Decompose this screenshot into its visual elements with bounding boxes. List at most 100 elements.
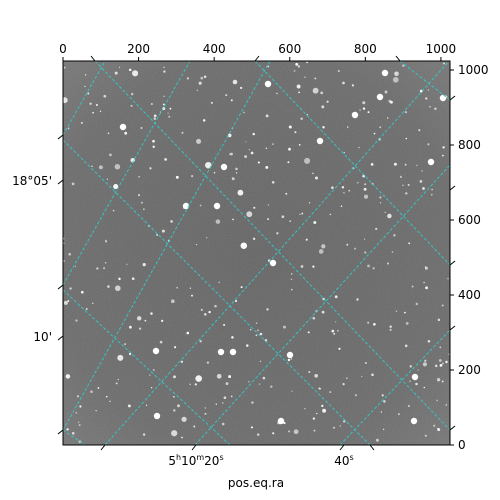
star	[375, 227, 378, 231]
star	[204, 407, 207, 409]
star	[232, 218, 234, 221]
star	[265, 147, 268, 149]
star	[240, 242, 248, 249]
star	[253, 206, 256, 209]
star	[340, 205, 343, 208]
wcs-tick-7	[449, 260, 456, 266]
star	[181, 436, 183, 439]
star	[314, 373, 319, 378]
star	[417, 369, 419, 371]
dec-tick-label-1: 10'	[33, 330, 52, 344]
star	[383, 400, 386, 403]
star	[312, 172, 314, 175]
top-tick-label-1: 200	[127, 42, 150, 56]
star	[106, 178, 109, 180]
star	[434, 107, 437, 111]
star	[398, 413, 400, 415]
star	[140, 201, 143, 204]
wcs-tick-0	[57, 134, 64, 140]
star	[373, 132, 376, 135]
star	[393, 234, 396, 237]
star	[162, 103, 165, 106]
star	[434, 364, 438, 368]
star	[130, 104, 133, 107]
star	[225, 94, 228, 97]
star	[265, 165, 269, 169]
grid-line-2	[63, 61, 106, 136]
wcs-tick-11	[254, 55, 260, 62]
star	[152, 139, 155, 143]
star	[256, 433, 260, 436]
star	[223, 323, 226, 327]
grid-line-11	[63, 429, 86, 445]
star	[189, 383, 191, 385]
star	[370, 163, 374, 166]
star	[200, 308, 203, 311]
star	[230, 395, 233, 398]
star	[79, 405, 82, 408]
star	[114, 71, 118, 75]
grid-line-3	[104, 61, 450, 445]
star	[257, 161, 260, 164]
star	[232, 79, 238, 85]
star	[126, 263, 128, 265]
star	[167, 112, 169, 114]
star	[333, 426, 335, 429]
wcs-tick-2	[57, 284, 64, 290]
star	[117, 354, 124, 361]
star	[402, 64, 405, 67]
star	[249, 328, 252, 331]
star	[314, 77, 317, 80]
star	[384, 211, 386, 214]
star	[131, 277, 135, 281]
star	[191, 175, 194, 178]
star	[95, 104, 98, 106]
star	[367, 111, 370, 114]
wcs-tick-3	[57, 335, 64, 341]
star	[144, 319, 147, 322]
star	[287, 161, 290, 164]
right-tick-label-3: 600	[458, 213, 481, 227]
star	[168, 115, 171, 118]
star	[181, 131, 184, 134]
star	[69, 287, 72, 290]
star	[267, 204, 269, 206]
star	[138, 327, 142, 330]
star	[321, 244, 326, 249]
ra-tick-label-1: 40s	[334, 453, 353, 468]
right-tick-label-0: 0	[458, 438, 466, 452]
star	[439, 364, 443, 367]
star	[210, 101, 213, 104]
star	[354, 394, 357, 397]
star	[90, 390, 93, 394]
star	[297, 65, 301, 68]
x-axis-label: pos.eq.ra	[228, 476, 284, 490]
star	[436, 378, 441, 382]
star	[379, 196, 382, 199]
star	[272, 143, 274, 145]
star	[394, 71, 399, 77]
star	[215, 403, 218, 405]
star	[304, 157, 311, 164]
bright-star-14	[277, 417, 285, 425]
grid-line-8	[399, 61, 450, 101]
top-tick-label-4: 800	[354, 42, 377, 56]
star	[359, 109, 361, 111]
star	[124, 343, 127, 346]
star	[159, 111, 162, 113]
star	[408, 242, 411, 245]
star	[300, 117, 303, 120]
star	[103, 94, 107, 98]
star	[267, 218, 270, 221]
star	[419, 89, 423, 93]
dec-tick-label-0: 18°05'	[12, 174, 52, 188]
star	[222, 402, 224, 404]
star	[379, 202, 382, 204]
star	[334, 295, 338, 299]
star	[246, 344, 249, 347]
star	[404, 344, 408, 348]
star	[295, 62, 299, 66]
star	[304, 408, 306, 410]
star	[245, 141, 247, 143]
star	[74, 265, 77, 267]
